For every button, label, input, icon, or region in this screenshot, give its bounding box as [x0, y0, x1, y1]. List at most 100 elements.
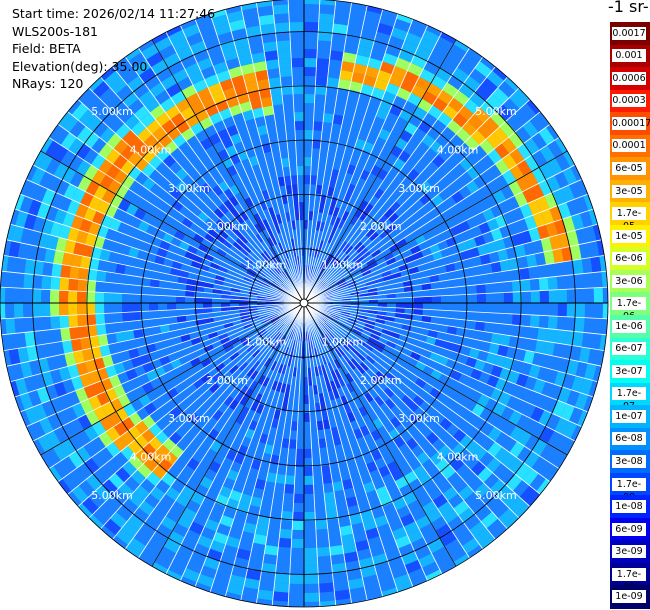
range-ring-label: 1.00km [245, 259, 287, 272]
range-gate-cell [181, 84, 197, 99]
range-gate-cell [304, 376, 309, 387]
range-gate-cell [269, 314, 279, 321]
range-gate-cell [281, 85, 294, 96]
ray-line [209, 13, 305, 304]
range-gate-cell [105, 364, 118, 378]
range-gate-cell [528, 227, 541, 242]
range-gate-cell [536, 478, 550, 495]
range-gate-cell [509, 441, 525, 458]
range-gate-cell [226, 221, 237, 232]
range-gate-cell [304, 412, 311, 422]
range-gate-cell [100, 214, 114, 229]
range-gate-cell [584, 363, 597, 381]
ray-line [303, 111, 541, 304]
range-gate-cell [87, 324, 98, 338]
nrays-text: NRays: 120 [12, 76, 84, 92]
range-gate-cell [467, 114, 484, 130]
colorbar-label: 3e-06 [612, 274, 646, 288]
range-gate-cell [239, 262, 250, 271]
ray-line [303, 87, 520, 304]
range-gate-cell [246, 367, 256, 378]
range-gate-cell [345, 382, 355, 393]
range-gate-cell [469, 91, 486, 108]
range-gate-cell [358, 406, 368, 417]
range-gate-cell [508, 410, 523, 426]
range-gate-cell [208, 82, 223, 96]
range-gate-cell [524, 154, 540, 172]
range-gate-cell [245, 81, 259, 93]
range-gate-cell [84, 232, 97, 247]
range-gate-cell [149, 486, 166, 502]
range-gate-cell [512, 291, 522, 303]
range-gate-cell [130, 120, 147, 137]
range-gate-cell [76, 303, 87, 315]
range-gate-cell [68, 278, 79, 292]
range-gate-cell [290, 175, 298, 185]
range-gate-cell [105, 441, 121, 458]
range-gate-cell [113, 169, 128, 185]
range-gate-cell [143, 457, 159, 472]
range-gate-cell [17, 347, 30, 364]
range-gate-cell [292, 193, 299, 203]
range-gate-cell [354, 207, 364, 219]
range-gate-cell [411, 84, 427, 99]
range-gate-cell [59, 277, 70, 291]
range-gate-cell [304, 448, 313, 459]
range-gate-cell [385, 82, 400, 96]
range-gate-cell [249, 98, 263, 110]
range-gate-cell [378, 493, 393, 507]
ray-line [256, 302, 305, 604]
range-gate-cell [554, 137, 568, 154]
range-gate-cell [81, 497, 99, 515]
range-gate-cell [335, 277, 345, 284]
range-gate-cell [92, 381, 105, 396]
range-gate-cell [579, 378, 593, 396]
range-gate-cell [453, 553, 470, 567]
ray-line [303, 302, 321, 607]
range-gate-cell [218, 332, 229, 341]
range-gate-cell [319, 336, 326, 346]
colorbar-label: 6e-06 [612, 252, 646, 266]
range-gate-cell [530, 183, 545, 200]
range-gate-cell [120, 160, 135, 175]
range-gate-cell [137, 127, 153, 143]
range-gate-cell [560, 185, 575, 203]
range-gate-cell [304, 556, 318, 566]
ray-line [32, 302, 305, 442]
range-gate-cell [539, 162, 555, 180]
range-gate-cell [190, 100, 205, 115]
range-gate-cell [218, 229, 229, 240]
range-gate-cell [51, 263, 62, 278]
range-gate-cell [211, 372, 223, 383]
ray-line [112, 66, 305, 304]
range-gate-cell [501, 452, 517, 469]
range-gate-cell [84, 359, 97, 374]
range-gate-cell [339, 69, 354, 81]
range-gate-cell [73, 350, 85, 365]
range-gate-cell [434, 338, 445, 349]
range-gate-cell [228, 574, 246, 587]
range-gate-cell [509, 425, 524, 442]
range-gate-cell [181, 507, 197, 522]
range-gate-cell [304, 511, 316, 521]
range-gate-cell [85, 474, 102, 491]
range-gate-cell [315, 519, 328, 530]
range-gate-cell [566, 359, 579, 376]
range-gate-cell [530, 406, 545, 423]
range-gate-cell [526, 491, 541, 507]
range-gate-cell [24, 406, 40, 425]
range-gate-cell [552, 248, 564, 264]
range-gate-cell [339, 240, 348, 251]
range-gate-cell [72, 187, 86, 204]
range-gate-cell [392, 497, 408, 511]
range-gate-cell [123, 403, 137, 417]
range-gate-cell [341, 210, 350, 221]
range-gate-cell [294, 211, 300, 221]
range-gate-cell [52, 443, 69, 461]
range-gate-cell [242, 244, 252, 254]
range-gate-cell [243, 276, 253, 283]
range-gate-cell [172, 133, 187, 148]
range-gate-cell [32, 303, 42, 318]
ray-line [165, 31, 305, 304]
ray-line [303, 25, 428, 304]
